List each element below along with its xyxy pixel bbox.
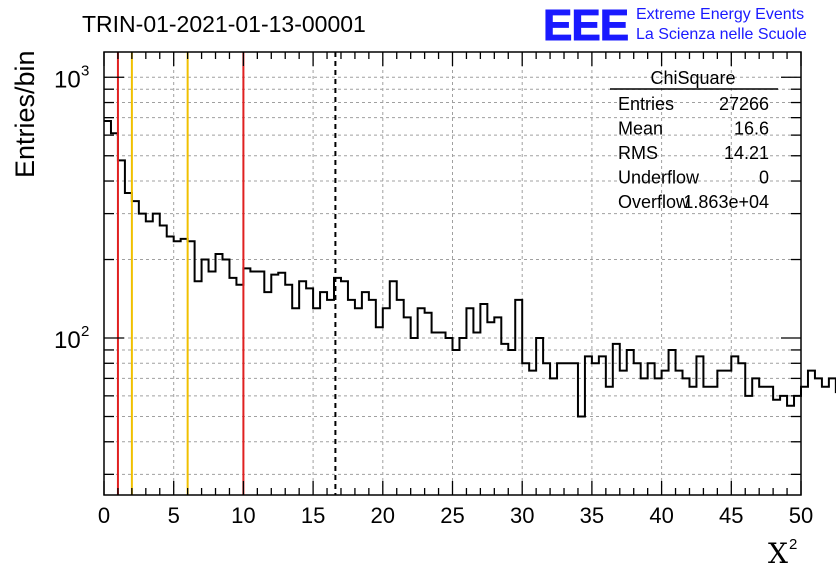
stats-rows: Entries 27266 Mean 16.6 RMS 14.21 Underflow 0 Ov… <box>618 94 769 212</box>
x-tick-label: 35 <box>580 503 604 528</box>
stats-box: ChiSquare Entries 27266 Mean 16.6 RMS 14.21 Un… <box>610 68 778 212</box>
y-tick-label-exp: 2 <box>81 323 89 340</box>
x-tick-label: 15 <box>301 503 325 528</box>
x-axis-label: X 2 <box>768 536 797 570</box>
grid-lines <box>104 52 801 495</box>
x-tick-label: 20 <box>371 503 395 528</box>
x-tick-labels: 0 5 10 15 20 25 30 35 40 45 50 <box>98 503 813 528</box>
stats-row-value: 14.21 <box>724 143 769 163</box>
stats-row-value: 16.6 <box>734 119 769 139</box>
x-axis-label-base: X <box>768 537 788 570</box>
y-tick-label-base: 10 <box>54 66 81 93</box>
x-axis-label-superscript: 2 <box>789 536 797 553</box>
x-tick-label: 40 <box>649 503 673 528</box>
stats-row-label: RMS <box>618 143 658 163</box>
histogram-series <box>104 119 836 418</box>
x-tick-label: 5 <box>168 503 180 528</box>
y-tick-label: 10 2 <box>54 323 89 354</box>
y-tick-label: 10 3 <box>54 62 89 93</box>
stats-row-value: 1.863e+04 <box>683 192 769 212</box>
stats-row-label: Overflow <box>618 192 690 212</box>
x-tick-label: 0 <box>98 503 110 528</box>
x-tick-label: 45 <box>719 503 743 528</box>
stats-row-value: 0 <box>759 168 769 188</box>
stats-row-label: Mean <box>618 119 663 139</box>
y-axis-label: Entries/bin <box>10 50 40 178</box>
eee-logo: EEE Extreme Energy Events La Scienza nel… <box>543 1 807 51</box>
marker-lines <box>116 52 337 495</box>
x-tick-label: 10 <box>231 503 255 528</box>
logo-line2: La Scienza nelle Scuole <box>636 26 807 43</box>
y-tick-label-base: 10 <box>54 327 81 354</box>
y-tick-label-exp: 3 <box>81 62 89 79</box>
axis-ticks <box>103 52 802 495</box>
stats-title: ChiSquare <box>650 68 735 88</box>
x-tick-label: 50 <box>789 503 813 528</box>
x-tick-label: 25 <box>440 503 464 528</box>
logo-line1: Extreme Energy Events <box>636 6 804 23</box>
stats-row-value: 27266 <box>719 94 769 114</box>
logo-mark: EEE <box>543 1 628 50</box>
chart-title: TRIN-01-2021-01-13-00001 <box>82 11 366 37</box>
stats-row-label: Entries <box>618 94 674 114</box>
x-tick-label: 30 <box>510 503 534 528</box>
stats-row-label: Underflow <box>618 168 700 188</box>
